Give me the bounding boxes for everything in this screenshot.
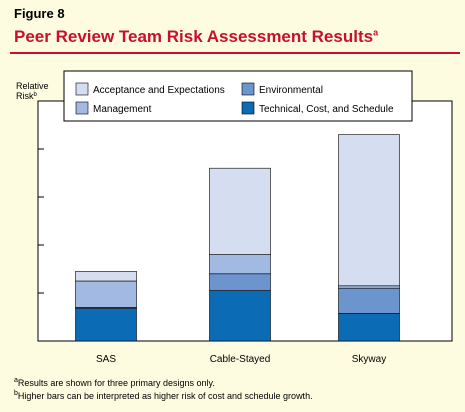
legend-swatch-management bbox=[75, 101, 89, 115]
legend-box bbox=[63, 70, 413, 122]
y-axis-label-footnote-mark: b bbox=[34, 92, 38, 98]
x-tick-label-skyway: Skyway bbox=[352, 354, 386, 365]
bar-sas-management bbox=[75, 280, 137, 308]
y-axis-label-line-1: Relative bbox=[16, 81, 49, 91]
legend-swatch-acceptance-and-expectations bbox=[75, 82, 89, 96]
bar-skyway-management bbox=[338, 285, 400, 289]
footnote-b-text: Higher bars can be interpreted as higher… bbox=[17, 391, 313, 401]
footnote-a-text: Results are shown for three primary desi… bbox=[17, 378, 215, 388]
footnote-b-mark: b bbox=[14, 390, 18, 397]
legend-label-acceptance-and-expectations: Acceptance and Expectations bbox=[93, 85, 225, 96]
bar-sas-acceptance-and-expectations bbox=[75, 271, 137, 282]
bar-cable-stayed-environmental bbox=[209, 273, 271, 291]
chart-title-text: Peer Review Team Risk Assessment Results bbox=[14, 27, 374, 46]
legend-label-management: Management bbox=[93, 104, 152, 115]
y-axis-label-line-2: Risk bbox=[16, 91, 34, 101]
x-tick-label-cable-stayed: Cable-Stayed bbox=[210, 354, 271, 365]
legend-swatch-technical-cost-and-schedule bbox=[241, 101, 255, 115]
bar-cable-stayed-management bbox=[209, 254, 271, 275]
bar-skyway-technical-cost-and-schedule bbox=[338, 313, 400, 342]
title-rule bbox=[10, 52, 460, 54]
chart-title: Peer Review Team Risk Assessment Results… bbox=[14, 27, 378, 47]
bar-cable-stayed-acceptance-and-expectations bbox=[209, 167, 271, 255]
bar-cable-stayed-technical-cost-and-schedule bbox=[209, 290, 271, 342]
legend-label-technical-cost-and-schedule: Technical, Cost, and Schedule bbox=[259, 104, 394, 115]
footnote-a-mark: a bbox=[14, 377, 18, 384]
bar-skyway-environmental bbox=[338, 287, 400, 314]
bar-skyway-acceptance-and-expectations bbox=[338, 134, 400, 287]
legend-label-environmental: Environmental bbox=[259, 85, 323, 96]
footnote-a: aResults are shown for three primary des… bbox=[14, 377, 215, 388]
x-tick-label-sas: SAS bbox=[96, 354, 116, 365]
footnote-b: bHigher bars can be interpreted as highe… bbox=[14, 390, 313, 401]
title-footnote-mark: a bbox=[373, 27, 379, 38]
figure-label: Figure 8 bbox=[14, 6, 65, 21]
bar-sas-technical-cost-and-schedule bbox=[75, 308, 137, 342]
y-axis-label: Relative Riskb bbox=[16, 81, 49, 101]
legend-swatch-environmental bbox=[241, 82, 255, 96]
